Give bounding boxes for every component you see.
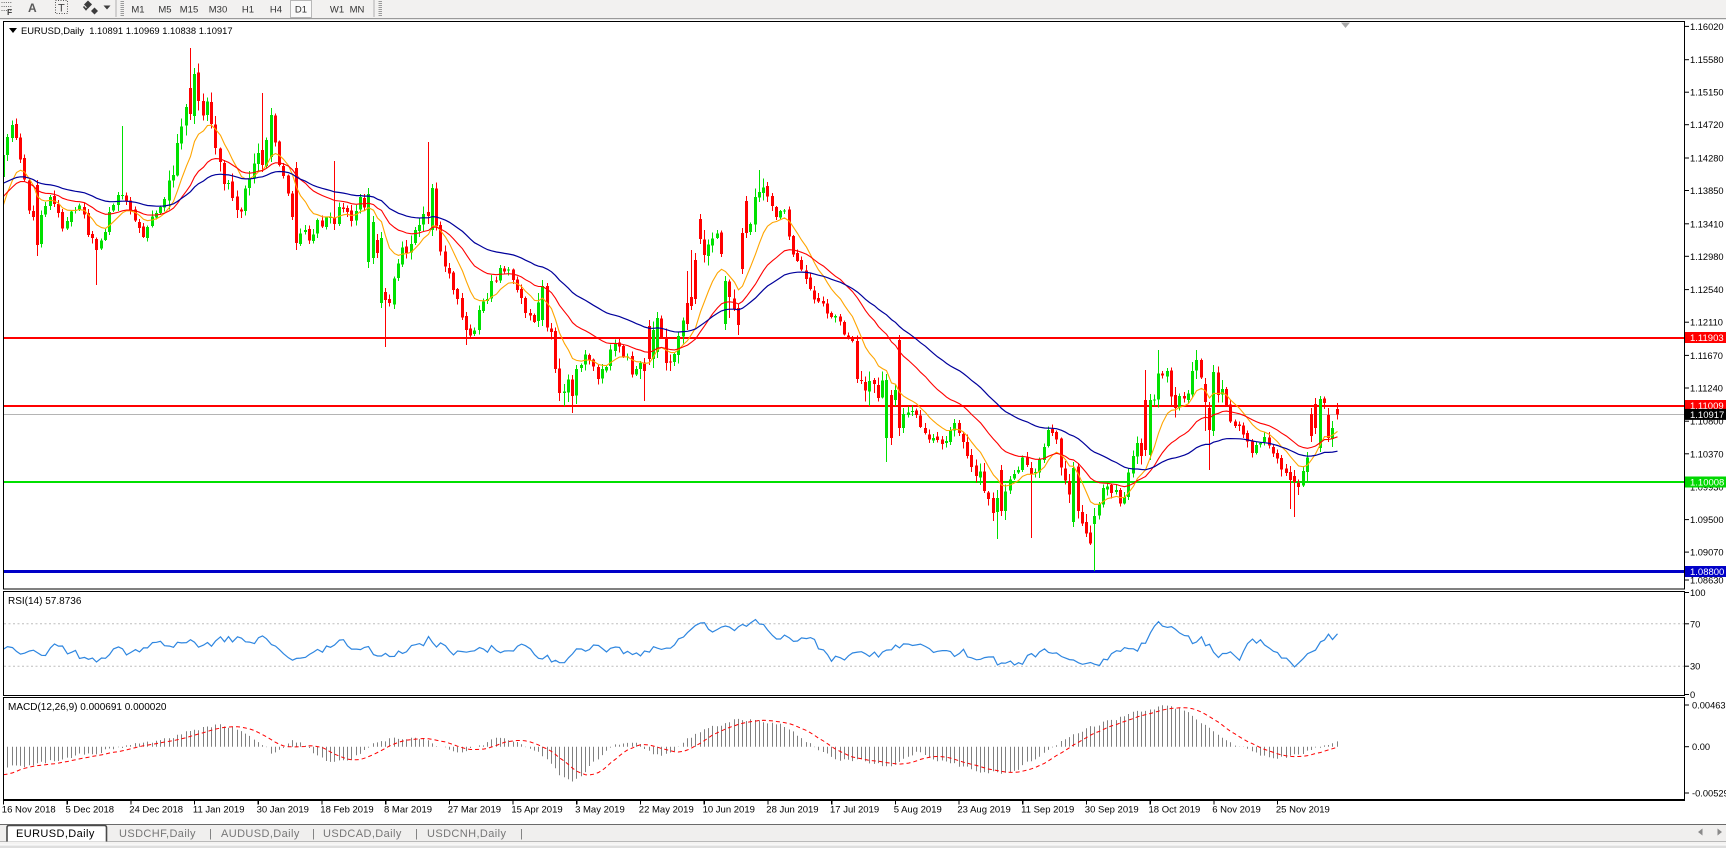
svg-text:16 Nov 2018: 16 Nov 2018 [2, 805, 56, 816]
svg-text:28 Jun 2019: 28 Jun 2019 [766, 805, 818, 816]
svg-text:1.12980: 1.12980 [1690, 252, 1724, 262]
svg-text:70: 70 [1690, 619, 1700, 629]
svg-text:H1: H1 [242, 5, 254, 16]
svg-text:1.11240: 1.11240 [1690, 384, 1723, 394]
svg-text:1.12110: 1.12110 [1690, 318, 1723, 328]
svg-text:100: 100 [1690, 588, 1706, 598]
svg-text:T: T [58, 3, 65, 15]
svg-text:25 Nov 2019: 25 Nov 2019 [1276, 805, 1330, 816]
svg-text:27 Mar 2019: 27 Mar 2019 [448, 805, 501, 816]
svg-text:1.14720: 1.14720 [1690, 120, 1724, 130]
svg-text:A: A [28, 1, 37, 15]
svg-text:23 Aug 2019: 23 Aug 2019 [957, 805, 1010, 816]
svg-text:M5: M5 [158, 5, 171, 16]
svg-text:0.00463: 0.00463 [1692, 701, 1726, 711]
svg-text:1.08800: 1.08800 [1690, 567, 1724, 578]
svg-text:1.14280: 1.14280 [1690, 154, 1724, 164]
svg-text:M30: M30 [209, 5, 227, 16]
svg-text:|: | [209, 828, 212, 840]
svg-text:1.10370: 1.10370 [1690, 449, 1724, 459]
svg-text:AUDUSD,Daily: AUDUSD,Daily [221, 828, 300, 840]
svg-text:M15: M15 [180, 5, 198, 16]
svg-text:F: F [7, 7, 12, 17]
svg-text:1.11009: 1.11009 [1690, 401, 1724, 412]
svg-text:EURUSD,Daily: EURUSD,Daily [16, 828, 95, 840]
svg-text:-0.005295: -0.005295 [1692, 789, 1726, 799]
svg-text:|: | [520, 828, 523, 840]
svg-text:1.10917: 1.10917 [1690, 410, 1724, 421]
svg-text:3 May 2019: 3 May 2019 [575, 805, 625, 816]
svg-text:15 Apr 2019: 15 Apr 2019 [511, 805, 562, 816]
svg-text:1.15150: 1.15150 [1690, 88, 1724, 98]
svg-text:22 May 2019: 22 May 2019 [639, 805, 694, 816]
svg-text:30 Sep 2019: 30 Sep 2019 [1085, 805, 1139, 816]
svg-text:0: 0 [1690, 690, 1695, 700]
svg-text:H4: H4 [270, 5, 282, 16]
svg-text:24 Dec 2018: 24 Dec 2018 [129, 805, 183, 816]
svg-text:RSI(14) 57.8736: RSI(14) 57.8736 [8, 596, 82, 607]
svg-text:|: | [312, 828, 315, 840]
svg-text:10 Jun 2019: 10 Jun 2019 [703, 805, 755, 816]
svg-text:USDCNH,Daily: USDCNH,Daily [427, 828, 506, 840]
svg-text:5 Dec 2018: 5 Dec 2018 [66, 805, 115, 816]
svg-text:1.15580: 1.15580 [1690, 55, 1724, 65]
svg-text:0.00: 0.00 [1692, 742, 1710, 752]
svg-text:11 Sep 2019: 11 Sep 2019 [1021, 805, 1074, 816]
svg-text:1.09070: 1.09070 [1690, 548, 1724, 558]
svg-text:USDCHF,Daily: USDCHF,Daily [119, 828, 196, 840]
svg-text:30 Jan 2019: 30 Jan 2019 [257, 805, 309, 816]
svg-text:M1: M1 [131, 5, 144, 16]
svg-text:1.08630: 1.08630 [1690, 576, 1724, 586]
svg-text:5 Aug 2019: 5 Aug 2019 [894, 805, 942, 816]
svg-text:18 Feb 2019: 18 Feb 2019 [320, 805, 373, 816]
svg-text:EURUSD,Daily 1.10891 1.10969: EURUSD,Daily 1.10891 1.10969 1.10838 1.1… [21, 25, 233, 36]
svg-text:11 Jan 2019: 11 Jan 2019 [193, 805, 245, 816]
svg-text:1.10008: 1.10008 [1690, 478, 1724, 489]
svg-text:1.13850: 1.13850 [1690, 186, 1724, 196]
svg-text:MACD(12,26,9) 0.000691 0.00002: MACD(12,26,9) 0.000691 0.000020 [8, 702, 167, 713]
svg-text:D1: D1 [295, 5, 307, 16]
svg-text:USDCAD,Daily: USDCAD,Daily [323, 828, 402, 840]
svg-text:8 Mar 2019: 8 Mar 2019 [384, 805, 432, 816]
svg-text:1.11670: 1.11670 [1690, 351, 1723, 361]
svg-text:6 Nov 2019: 6 Nov 2019 [1212, 805, 1261, 816]
svg-text:1.09500: 1.09500 [1690, 515, 1724, 525]
svg-text:18 Oct 2019: 18 Oct 2019 [1149, 805, 1201, 816]
svg-text:W1: W1 [330, 5, 344, 16]
svg-text:1.11903: 1.11903 [1690, 333, 1724, 344]
svg-text:17 Jul 2019: 17 Jul 2019 [830, 805, 879, 816]
svg-text:1.16020: 1.16020 [1690, 22, 1724, 32]
svg-text:1.13410: 1.13410 [1690, 219, 1724, 229]
svg-text:1.12540: 1.12540 [1690, 285, 1724, 295]
svg-text:30: 30 [1690, 662, 1700, 672]
svg-text:|: | [415, 828, 418, 840]
svg-text:MN: MN [350, 5, 365, 16]
svg-text:1.10800: 1.10800 [1690, 417, 1724, 427]
